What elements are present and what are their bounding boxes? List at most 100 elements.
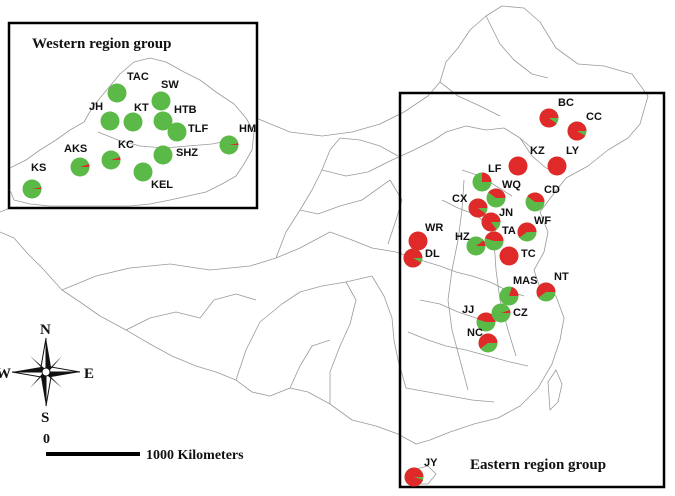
pie-base xyxy=(499,246,519,266)
eastern-site-dl: DL xyxy=(403,248,440,268)
western-site-kc: KC xyxy=(101,139,134,170)
eastern-site-cx: CX xyxy=(452,193,488,218)
site-label: WQ xyxy=(502,179,521,191)
pie-red-slice xyxy=(527,192,545,202)
eastern-site-jj: JJ xyxy=(462,304,496,332)
western-region-title: Western region group xyxy=(32,36,171,52)
site-label: KZ xyxy=(530,145,545,157)
western-site-markers: TAC SW JH KT HTB TLF HM AKS KC SHZ KEL KS xyxy=(22,71,256,199)
eastern-frame-border xyxy=(398,91,666,489)
site-label: LY xyxy=(566,145,580,157)
province-boundary xyxy=(433,125,535,151)
eastern-site-cc: CC xyxy=(567,111,602,141)
site-label: JJ xyxy=(462,304,474,316)
eastern-site-nt: NT xyxy=(536,271,569,302)
pie-red-slice xyxy=(501,310,511,313)
eastern-site-mas: MAS xyxy=(499,275,537,306)
pie-red-slice xyxy=(482,172,492,182)
site-label: JH xyxy=(89,101,103,113)
western-site-aks: AKS xyxy=(64,143,90,177)
pie-base xyxy=(153,145,173,165)
province-boundary xyxy=(407,331,529,367)
eastern-site-wr: WR xyxy=(408,222,443,251)
compass-west: W xyxy=(0,366,11,382)
western-site-shz: SHZ xyxy=(153,145,198,165)
site-label: JY xyxy=(424,457,438,469)
western-site-kt: KT xyxy=(123,102,149,132)
site-label: LF xyxy=(488,163,502,175)
western-site-htb: HTB xyxy=(153,104,197,131)
province-boundary xyxy=(125,311,201,331)
scale-label: 1000 Kilometers xyxy=(146,448,244,463)
compass-rose: N S E W xyxy=(0,322,94,426)
eastern-site-kz: KZ xyxy=(508,145,545,176)
province-boundary xyxy=(299,179,391,215)
site-label: NC xyxy=(467,327,483,339)
pie-red-slice xyxy=(403,248,423,268)
xinjiang-outline xyxy=(9,57,255,207)
pie-red-slice xyxy=(488,188,506,198)
province-boundary xyxy=(235,275,373,381)
site-label: HM xyxy=(239,123,256,135)
western-site-tlf: TLF xyxy=(167,122,208,142)
western-site-kel: KEL xyxy=(133,162,173,191)
province-boundary xyxy=(275,137,341,259)
compass-east: E xyxy=(84,366,94,382)
province-boundary xyxy=(485,15,549,79)
pie-red-slice xyxy=(468,198,488,218)
site-label: SW xyxy=(161,79,179,91)
eastern-site-cz: CZ xyxy=(491,303,528,323)
site-label: KC xyxy=(118,139,134,151)
site-label: TAC xyxy=(127,71,149,83)
pie-base xyxy=(153,111,173,131)
site-label: NT xyxy=(554,271,569,283)
site-label: WF xyxy=(534,215,551,227)
eastern-site-cd: CD xyxy=(525,184,560,212)
province-boundary xyxy=(329,231,441,267)
pie-red-slice xyxy=(111,157,121,160)
pie-red-slice xyxy=(476,240,486,246)
site-label: HTB xyxy=(174,104,197,116)
pie-red-slice xyxy=(229,143,239,145)
western-site-ks: KS xyxy=(22,162,46,199)
pie-red-slice xyxy=(539,108,559,128)
province-boundary xyxy=(339,137,399,157)
taiwan-island xyxy=(547,369,563,411)
province-boundary xyxy=(439,81,501,117)
pie-base xyxy=(167,122,187,142)
western-site-tac: TAC xyxy=(107,71,149,103)
province-boundary xyxy=(493,239,517,357)
pie-red-slice xyxy=(517,222,537,238)
pie-base xyxy=(508,156,528,176)
scale-bar: 0 1000 Kilometers xyxy=(43,432,244,463)
site-label: CD xyxy=(544,184,560,196)
pie-red-slice xyxy=(481,212,501,232)
pie-red-slice xyxy=(478,333,498,349)
site-label: TLF xyxy=(188,123,208,135)
site-label: AKS xyxy=(64,143,87,155)
compass-north: N xyxy=(40,322,51,338)
western-site-hm: HM xyxy=(219,123,256,155)
pie-base xyxy=(151,91,171,111)
pie-base xyxy=(133,162,153,182)
western-region-inset: Western region group TAC SW JH KT HTB TLF HM AK… xyxy=(7,21,259,210)
site-label: MAS xyxy=(513,275,537,287)
eastern-site-jy: JY xyxy=(404,457,438,487)
province-boundary xyxy=(405,387,495,403)
site-label: CX xyxy=(452,193,468,205)
pie-base xyxy=(408,231,428,251)
eastern-site-ta: TA xyxy=(484,225,516,251)
province-boundary xyxy=(199,293,257,319)
site-label: CZ xyxy=(513,307,528,319)
province-boundary xyxy=(329,281,357,404)
site-label: TC xyxy=(521,248,536,260)
eastern-site-bc: BC xyxy=(539,97,574,128)
pie-base xyxy=(107,83,127,103)
province-boundaries xyxy=(0,5,649,485)
pie-red-slice xyxy=(484,231,504,241)
pie-red-slice xyxy=(80,164,90,167)
site-label: DL xyxy=(425,248,440,260)
